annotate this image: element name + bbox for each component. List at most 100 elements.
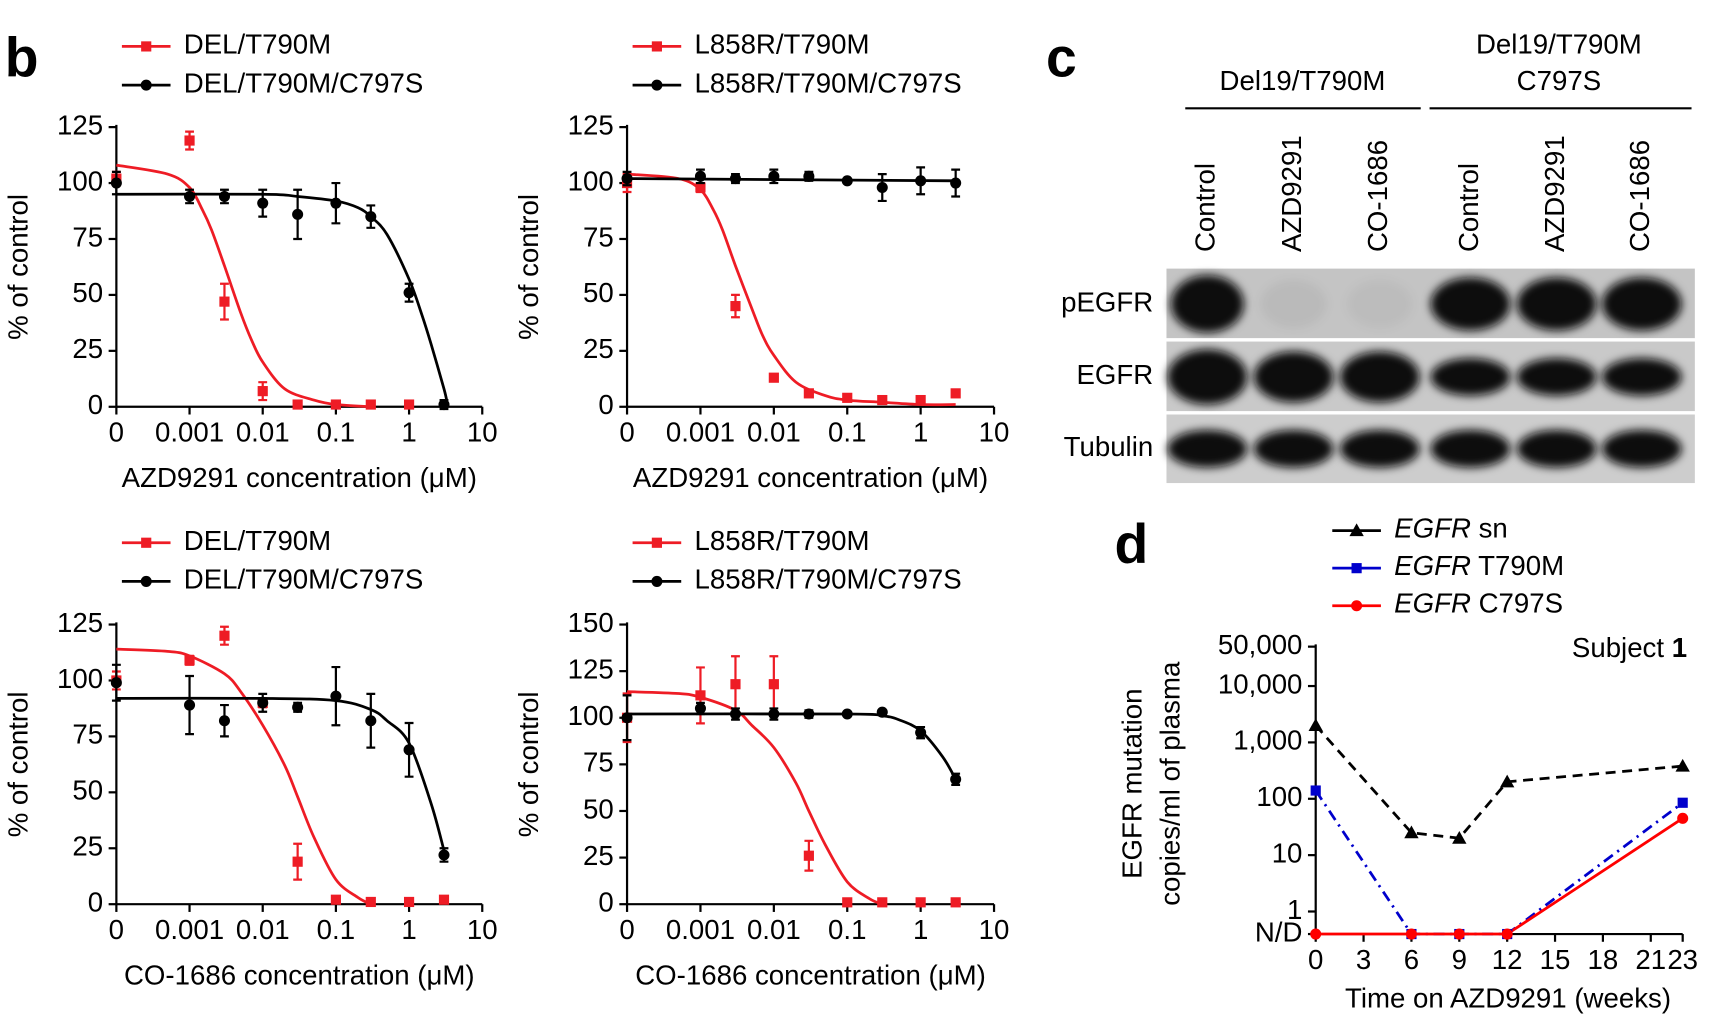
y-tick-label: 0 xyxy=(598,886,613,917)
data-point xyxy=(365,715,377,727)
legend-label: DEL/T790M/C797S xyxy=(184,564,424,595)
x-axis-label: AZD9291 concentration (μM) xyxy=(122,462,477,493)
series-line xyxy=(1315,817,1684,936)
data-point xyxy=(438,894,450,905)
y-tick-label: 25 xyxy=(583,333,614,364)
x-tick-label: 0.01 xyxy=(236,914,290,945)
y-tick-label: 150 xyxy=(568,607,614,638)
data-point xyxy=(184,655,195,666)
y-tick-label: 100 xyxy=(568,700,614,731)
x-tick-label: 0 xyxy=(619,914,634,945)
fit-curve xyxy=(626,172,956,407)
legend-marker xyxy=(1351,563,1362,574)
blot-band xyxy=(1253,351,1334,403)
data-point xyxy=(292,701,304,713)
data-point xyxy=(330,197,342,209)
y-tick-label: 50 xyxy=(583,793,614,824)
legend-marker xyxy=(651,537,662,548)
blot-band xyxy=(1516,277,1597,331)
y-tick-label: 0 xyxy=(88,389,103,420)
legend-label: L858R/T790M/C797S xyxy=(694,564,961,595)
data-point xyxy=(950,897,961,908)
data-point xyxy=(915,175,927,187)
x-tick-label: 0.1 xyxy=(317,417,355,448)
blot-group-label: Del19/T790M xyxy=(1476,29,1642,60)
y-tick-label: 25 xyxy=(72,333,103,364)
y-tick-label: 0 xyxy=(88,886,103,917)
data-point xyxy=(1310,785,1321,796)
data-point xyxy=(842,392,853,403)
data-point xyxy=(257,197,269,209)
y-tick-label: 10,000 xyxy=(1218,668,1303,699)
data-point xyxy=(1452,830,1467,844)
data-point xyxy=(403,287,415,299)
data-point xyxy=(768,170,780,182)
data-point xyxy=(1499,774,1515,788)
data-point xyxy=(950,773,962,785)
x-tick-label: 21 xyxy=(1635,944,1666,975)
x-tick-label: 10 xyxy=(979,914,1010,945)
blot-group-label: C797S xyxy=(1517,65,1601,96)
x-tick-label: 0.01 xyxy=(747,417,801,448)
data-point xyxy=(730,679,741,690)
blot-band xyxy=(1167,349,1248,405)
blot-band xyxy=(1516,429,1597,468)
fit-curve xyxy=(627,690,883,906)
blot-band xyxy=(1601,429,1682,468)
data-point xyxy=(694,170,706,182)
fit-curve xyxy=(627,177,956,183)
data-point xyxy=(1677,797,1688,808)
data-point xyxy=(330,894,341,905)
y-tick-label: 125 xyxy=(568,653,614,684)
y-axis-label: % of control xyxy=(513,691,544,837)
chart-title: Subject 1 xyxy=(1572,632,1687,663)
blot-band xyxy=(1601,277,1682,331)
y-tick-label: 75 xyxy=(583,221,614,252)
data-point xyxy=(950,177,962,189)
x-tick-label: 10 xyxy=(979,417,1010,448)
data-point xyxy=(438,399,450,411)
y-tick-label: 125 xyxy=(568,109,614,140)
data-point xyxy=(730,301,741,312)
legend-marker xyxy=(651,41,662,52)
x-tick-label: 0.1 xyxy=(828,914,866,945)
legend-marker xyxy=(651,575,663,587)
legend-label: EGFR T790M xyxy=(1394,550,1564,581)
fit-curve xyxy=(116,192,449,403)
y-tick-label: 125 xyxy=(57,109,103,140)
blot-band xyxy=(1170,275,1244,333)
x-tick-label: 18 xyxy=(1588,944,1619,975)
y-tick-label: 50 xyxy=(72,277,103,308)
x-tick-label: 0.1 xyxy=(317,914,355,945)
legend-marker xyxy=(651,79,663,91)
blot-band xyxy=(1167,429,1248,468)
data-point xyxy=(1453,928,1465,940)
data-point xyxy=(110,177,122,189)
blot-lane-label: AZD9291 xyxy=(1539,135,1570,252)
data-point xyxy=(403,896,415,908)
x-tick-label: 15 xyxy=(1540,944,1571,975)
panel-label: c xyxy=(1046,26,1077,88)
data-point xyxy=(877,897,888,908)
y-tick-label: N/D xyxy=(1255,916,1303,947)
data-point xyxy=(184,190,196,203)
x-tick-label: 1 xyxy=(401,914,416,945)
fit-curve xyxy=(116,647,372,906)
fit-curve xyxy=(116,163,371,409)
series-line xyxy=(1314,789,1684,936)
y-tick-label: 1,000 xyxy=(1233,725,1302,756)
legend-label: EGFR C797S xyxy=(1394,588,1563,619)
legend-label: L858R/T790M/C797S xyxy=(694,67,961,98)
data-point xyxy=(110,677,122,689)
fit-curve xyxy=(116,696,446,851)
data-point xyxy=(1308,718,1323,731)
data-point xyxy=(1501,928,1513,940)
data-point xyxy=(218,190,230,203)
x-tick-label: 1 xyxy=(913,417,928,448)
x-tick-label: 0.01 xyxy=(747,914,801,945)
data-point xyxy=(915,394,926,406)
y-tick-label: 75 xyxy=(72,719,103,750)
y-tick-label: 100 xyxy=(57,663,103,694)
x-tick-label: 0 xyxy=(619,417,634,448)
